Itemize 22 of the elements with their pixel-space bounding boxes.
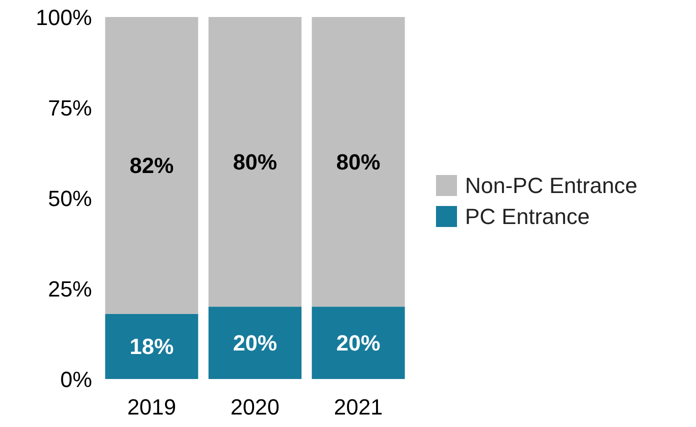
legend-label: PC Entrance bbox=[465, 204, 590, 230]
y-tick-label: 50% bbox=[48, 186, 92, 211]
bar bbox=[312, 17, 405, 307]
y-tick-label: 100% bbox=[36, 4, 92, 30]
x-tick-label: 2021 bbox=[334, 394, 383, 420]
y-tick-label: 75% bbox=[48, 95, 92, 120]
data-label: 80% bbox=[336, 149, 380, 174]
y-tick-label: 0% bbox=[60, 366, 92, 392]
x-tick-label: 2020 bbox=[230, 394, 280, 420]
data-label: 82% bbox=[130, 152, 174, 178]
bar bbox=[208, 17, 302, 307]
bar bbox=[105, 17, 198, 314]
x-tick-label: 2019 bbox=[127, 394, 176, 420]
bar bbox=[208, 306, 302, 379]
bar bbox=[105, 314, 198, 379]
data-label: 20% bbox=[232, 330, 278, 356]
data-label: 18% bbox=[130, 334, 174, 359]
y-tick-label: 25% bbox=[48, 276, 92, 302]
legend-label: Non-PC Entrance bbox=[465, 172, 638, 198]
data-label: 80% bbox=[232, 149, 278, 174]
data-label: 20% bbox=[336, 330, 380, 356]
bar bbox=[312, 306, 405, 379]
